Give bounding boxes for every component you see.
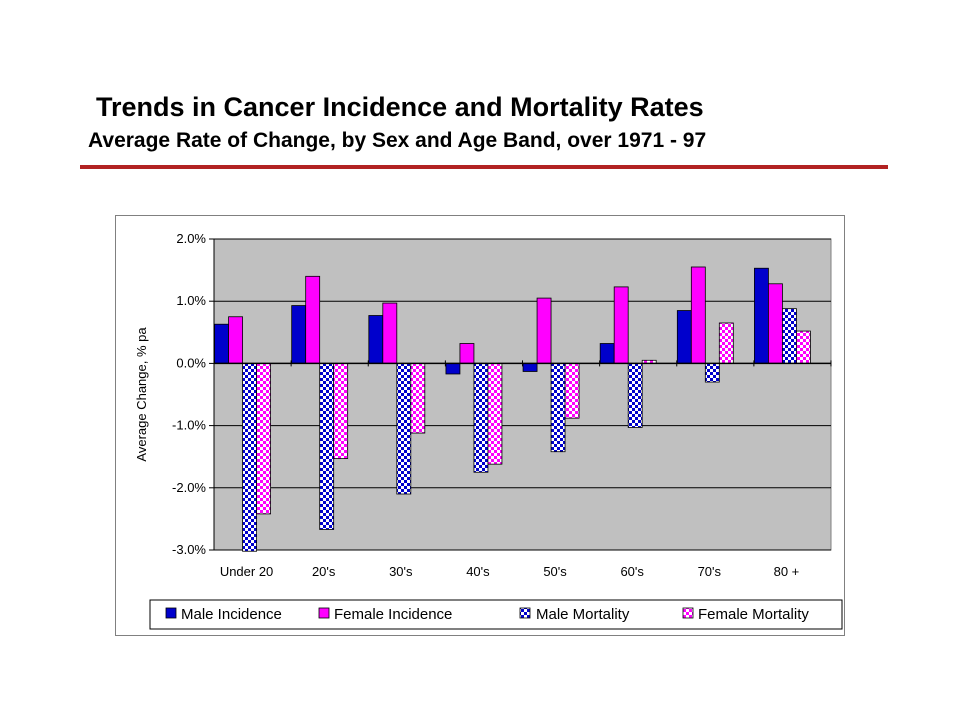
bar-male-mortality — [242, 362, 257, 552]
axes — [209, 238, 832, 551]
bar-male-incidence — [522, 362, 538, 372]
y-tick-label: 2.0% — [176, 231, 206, 246]
bar-female-incidence — [228, 316, 243, 364]
x-tick-label: 50's — [543, 564, 567, 579]
legend-swatch — [318, 607, 330, 619]
bar-female-incidence — [768, 283, 783, 364]
bar-female-incidence — [613, 286, 629, 364]
bar-female-mortality — [718, 322, 734, 364]
legend-box — [149, 599, 843, 630]
bar-female-mortality — [333, 362, 349, 459]
legend-swatch — [165, 607, 177, 619]
bar-male-incidence — [291, 305, 307, 364]
legend-swatch — [682, 607, 694, 619]
title-rule — [80, 165, 888, 169]
bar-male-incidence — [368, 315, 384, 364]
bar-female-mortality — [256, 362, 271, 515]
y-tick-labels: 2.0% 1.0% 0.0% -1.0% -2.0% -3.0% — [172, 231, 206, 557]
page-title: Trends in Cancer Incidence and Mortality… — [96, 92, 704, 122]
y-tick-label: -2.0% — [172, 480, 206, 495]
bars — [214, 266, 811, 552]
y-tick-label: 0.0% — [176, 355, 206, 370]
bar-female-incidence — [382, 302, 398, 364]
bar-male-mortality — [473, 362, 489, 473]
x-tick-label: 70's — [698, 564, 722, 579]
legend: Male Incidence Female Incidence Male Morta… — [149, 599, 843, 630]
bar-female-mortality — [410, 362, 426, 434]
x-tick-label: 30's — [389, 564, 413, 579]
bar-female-incidence — [690, 266, 706, 364]
legend-label: Male Incidence — [181, 606, 282, 623]
bar-male-incidence — [676, 310, 692, 364]
bar-male-incidence — [214, 323, 229, 364]
bar-female-mortality — [564, 362, 580, 419]
x-tick-label: Under 20 — [220, 564, 273, 579]
x-tick-label: 60's — [620, 564, 644, 579]
bar-male-mortality — [396, 362, 412, 495]
bar-female-mortality — [796, 330, 811, 364]
bar-male-mortality — [319, 362, 335, 530]
x-tick-labels: Under 20 20's 30's 40's 50's 60's 70's 80 + — [220, 564, 799, 579]
legend-label: Female Mortality — [698, 606, 809, 623]
bar-male-mortality — [550, 362, 566, 453]
bar-female-incidence — [305, 275, 321, 364]
x-tick-label: 20's — [312, 564, 336, 579]
bar-male-mortality — [627, 362, 643, 428]
legend-label: Female Incidence — [334, 606, 452, 623]
bar-male-incidence — [599, 343, 615, 364]
bar-female-mortality — [487, 362, 503, 465]
bar-male-mortality — [704, 362, 720, 383]
page-subtitle: Average Rate of Change, by Sex and Age B… — [88, 129, 707, 152]
x-tick-label: 80 + — [774, 564, 800, 579]
legend-label: Male Mortality — [536, 606, 630, 623]
y-tick-label: -3.0% — [172, 542, 206, 557]
bar-female-incidence — [459, 343, 475, 364]
bar-male-incidence — [445, 362, 461, 375]
y-tick-label: -1.0% — [172, 418, 206, 433]
y-tick-label: 1.0% — [176, 293, 206, 308]
legend-swatch — [519, 607, 531, 619]
bar-male-mortality — [782, 308, 797, 364]
bar-chart: 2.0% 1.0% 0.0% -1.0% -2.0% -3.0% Under 20 20's… — [134, 231, 843, 630]
y-axis-label: Average Change, % pa — [134, 327, 149, 462]
bar-male-incidence — [754, 267, 769, 364]
chart-container: 2.0% 1.0% 0.0% -1.0% -2.0% -3.0% Under 20 20's… — [115, 215, 845, 636]
x-tick-label: 40's — [466, 564, 490, 579]
bar-female-incidence — [536, 297, 552, 364]
